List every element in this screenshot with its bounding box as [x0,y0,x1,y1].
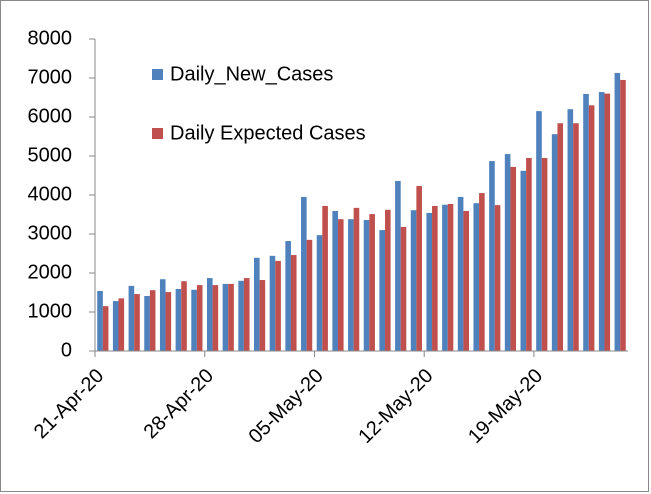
bar [275,260,281,351]
y-tick-label: 3000 [28,222,73,244]
bar [479,193,485,351]
y-tick-label: 2000 [28,261,73,283]
bar [254,257,260,351]
bar [395,180,401,351]
bar [463,210,469,351]
bar [573,123,579,352]
bar [175,288,182,351]
bar [332,210,338,351]
bar [228,283,234,351]
bar [102,306,109,351]
bar [369,214,375,351]
bar [238,280,244,351]
bar [604,93,611,351]
bar [222,283,229,351]
bar [426,212,433,351]
y-tick-label: 4000 [28,183,73,205]
bar [316,235,323,351]
bar [112,301,119,351]
bar [285,241,291,351]
bar [191,289,197,351]
bar [322,205,328,351]
bar [353,207,360,351]
bar [243,278,250,351]
bar [473,203,480,351]
bar [259,280,266,351]
bar [494,205,501,351]
bar [504,154,511,351]
bar [97,290,103,351]
bar [337,219,344,351]
bar [432,205,438,351]
bar [144,296,150,351]
y-tick-label: 1000 [28,300,73,322]
bar [520,170,527,351]
bar [410,210,417,351]
bar [118,298,125,351]
y-tick-label: 7000 [28,66,73,88]
bar [379,230,386,351]
bar [385,209,391,351]
bar [567,109,574,351]
bar [400,226,407,351]
bar [588,105,595,351]
bar [206,278,213,351]
bar [447,203,454,351]
bar [536,111,542,352]
bar [149,290,156,351]
legend-swatch [152,69,163,80]
bar [620,79,626,351]
bar [598,92,605,351]
bar [489,161,495,351]
bar [551,134,558,351]
bar [134,294,140,351]
bar [290,255,297,351]
bar [301,196,307,351]
bar [128,285,135,351]
bar [363,219,370,351]
y-tick-label: 5000 [28,144,73,166]
legend-swatch [152,128,163,139]
y-tick-label: 6000 [28,105,73,127]
bar [306,239,313,351]
bar [557,123,564,352]
bar [526,157,532,351]
bar [196,285,203,351]
bar [181,281,187,351]
bar [348,219,354,351]
bar [165,292,172,351]
y-tick-label: 0 [61,339,72,361]
bar [416,186,422,351]
bar [159,279,166,351]
bar [614,72,621,352]
bar [583,93,589,352]
legend-label: Daily Expected Cases [170,122,366,144]
bar [442,204,448,351]
bar [541,157,548,351]
bar [269,255,276,351]
legend-label: Daily_New_Cases [170,63,333,85]
bar [510,166,517,351]
y-tick-label: 8000 [28,27,73,49]
bar [212,285,219,351]
bar [457,196,464,351]
